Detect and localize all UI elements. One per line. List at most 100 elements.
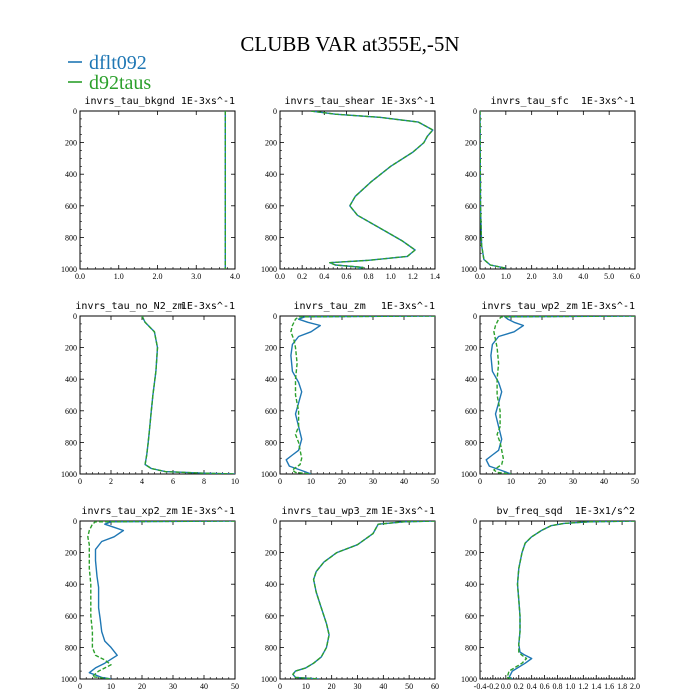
panel-invrs-tau-bkgnd: invrs_tau_bkgnd 1E-3xs^-1 0.0 1.0 2.0 3.0 4.0 0… (61, 96, 240, 281)
x-tick-label: 0.0 (275, 272, 285, 281)
y-tick-label: 400 (265, 375, 277, 384)
series-line-dflt092 (508, 521, 635, 679)
y-tick-label: 400 (465, 375, 477, 384)
x-tick-label: 0.0 (475, 272, 485, 281)
y-tick-label: 600 (265, 407, 277, 416)
x-tick-label: 10 (302, 682, 310, 691)
y-tick-label: 400 (265, 170, 277, 179)
y-tick-label: 800 (65, 233, 77, 242)
x-tick-label: 5.0 (604, 272, 614, 281)
y-tick-label: 600 (465, 612, 477, 621)
panel-units: 1E-3xs^-1 (181, 506, 235, 517)
y-tick-label: 0 (473, 107, 477, 116)
panel-units: 1E-3xs^-1 (381, 96, 435, 107)
x-tick-label: 1.8 (617, 682, 627, 691)
y-tick-label: 200 (465, 549, 477, 558)
panel-units: 1E-3xs^-1 (181, 301, 235, 312)
y-tick-label: 1000 (461, 265, 477, 274)
series-line-dflt092 (310, 111, 434, 269)
y-tick-label: 800 (65, 643, 77, 652)
y-tick-label: 1000 (261, 675, 277, 684)
series-line-d92taus (87, 521, 235, 679)
panel-title: invrs_tau_wp2_zm (481, 301, 577, 312)
series-line-d92taus (292, 521, 435, 679)
x-tick-label: 4.0 (230, 272, 240, 281)
x-tick-label: 10 (231, 477, 239, 486)
y-tick-label: 200 (265, 344, 277, 353)
panel-invrs-tau-zm: invrs_tau_zm 1E-3xs^-1 0 10 20 30 40 50 0 200 400 6… (261, 301, 439, 486)
y-tick-label: 200 (265, 139, 277, 148)
y-tick-label: 800 (465, 643, 477, 652)
x-tick-label: -0.2 (487, 682, 500, 691)
series-line-d92taus (290, 316, 435, 474)
x-tick-label: 0.2 (514, 682, 524, 691)
panel-units: 1E-3xs^-1 (181, 96, 235, 107)
x-tick-label: 8 (202, 477, 206, 486)
x-tick-label: 1.6 (604, 682, 614, 691)
x-tick-label: 0 (78, 477, 82, 486)
panel-title: invrs_tau_shear (284, 96, 374, 107)
y-tick-label: 1000 (261, 265, 277, 274)
x-tick-label: 1.0 (114, 272, 124, 281)
y-tick-label: 800 (465, 233, 477, 242)
panel-title: invrs_tau_bkgnd (84, 96, 174, 107)
plot-frame (79, 520, 236, 680)
panel-invrs-tau-sfc: invrs_tau_sfc 1E-3xs^-1 0.0 1.0 2.0 3.0 4.0 5.0… (461, 96, 640, 281)
x-tick-label: 3.0 (191, 272, 201, 281)
y-tick-label: 1000 (461, 470, 477, 479)
x-tick-label: 0 (278, 477, 282, 486)
x-tick-label: 30 (369, 477, 377, 486)
panel-invrs-tau-shear: invrs_tau_shear 1E-3xs^-1 0.0 0.2 0.4 0.6 0.8 1… (261, 96, 440, 281)
x-tick-label: 1.2 (578, 682, 588, 691)
x-tick-label: 6.0 (630, 272, 640, 281)
y-tick-label: 400 (65, 375, 77, 384)
x-tick-label: 50 (431, 477, 439, 486)
x-tick-label: 1.4 (591, 682, 601, 691)
y-tick-label: 400 (265, 580, 277, 589)
plot-frame (279, 315, 436, 475)
x-tick-label: 1.0 (565, 682, 575, 691)
x-tick-label: -0.4 (474, 682, 487, 691)
series-line-dflt092 (292, 521, 435, 679)
series-line-d92taus (506, 521, 635, 679)
x-tick-label: 0.2 (297, 272, 307, 281)
series-line-dflt092 (88, 521, 235, 679)
y-tick-label: 1000 (261, 470, 277, 479)
x-tick-label: 40 (200, 682, 208, 691)
y-tick-label: 0 (473, 517, 477, 526)
series-line-dflt092 (285, 316, 435, 474)
series-line-d92taus (493, 316, 635, 474)
y-tick-label: 200 (65, 139, 77, 148)
y-tick-label: 400 (65, 580, 77, 589)
y-tick-label: 600 (465, 202, 477, 211)
plot-frame (79, 110, 236, 270)
x-tick-label: 20 (138, 682, 146, 691)
x-tick-label: 0.0 (75, 272, 85, 281)
x-tick-label: 0.6 (341, 272, 351, 281)
x-tick-label: 1.2 (408, 272, 418, 281)
y-tick-label: 400 (465, 580, 477, 589)
x-tick-label: 4.0 (578, 272, 588, 281)
legend-label-dflt092: dflt092 (89, 52, 147, 74)
x-tick-label: 10 (507, 477, 515, 486)
y-tick-label: 0 (73, 107, 77, 116)
y-tick-label: 800 (265, 438, 277, 447)
plot-frame (79, 315, 236, 475)
y-tick-label: 1000 (61, 265, 77, 274)
x-tick-label: 0 (478, 477, 482, 486)
y-tick-label: 600 (65, 202, 77, 211)
y-tick-label: 1000 (461, 675, 477, 684)
panel-bv-freq-sqd: bv_freq_sqd 1E-3x1/s^2-0.4 -0.2 0.0 0.2 0.4 0.… (461, 506, 640, 691)
y-tick-label: 400 (465, 170, 477, 179)
x-tick-label: 0 (78, 682, 82, 691)
panel-units: 1E-3xs^-1 (381, 506, 435, 517)
x-tick-label: 20 (328, 682, 336, 691)
x-tick-label: 1.4 (430, 272, 440, 281)
y-tick-label: 800 (265, 643, 277, 652)
panel-grid: invrs_tau_bkgnd 1E-3xs^-1 0.0 1.0 2.0 3.0 4.0 0… (61, 96, 640, 691)
series-line-d92taus (310, 111, 434, 269)
x-tick-label: 10 (307, 477, 315, 486)
x-tick-label: 40 (600, 477, 608, 486)
y-tick-label: 400 (65, 170, 77, 179)
